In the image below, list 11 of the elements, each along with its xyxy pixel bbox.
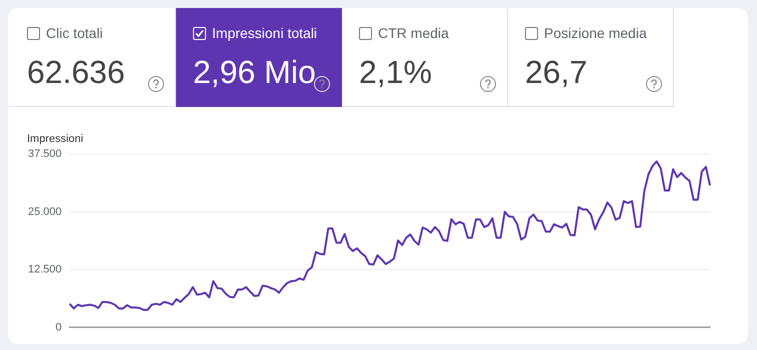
y-tick-label: 25.000 <box>28 206 62 218</box>
text: CTR media <box>378 25 449 41</box>
text: 62.636 <box>27 54 125 91</box>
y-tick-label: 37.500 <box>28 148 62 160</box>
y-tick-label: 12.500 <box>28 264 62 276</box>
text: 26,7 <box>525 54 588 91</box>
y-tick-label: 0 <box>56 321 62 334</box>
text: Posizione media <box>544 25 647 41</box>
text: 2,1% <box>359 54 432 91</box>
text: Clic totali <box>46 25 103 41</box>
y-axis-title: Impressioni <box>27 133 84 145</box>
